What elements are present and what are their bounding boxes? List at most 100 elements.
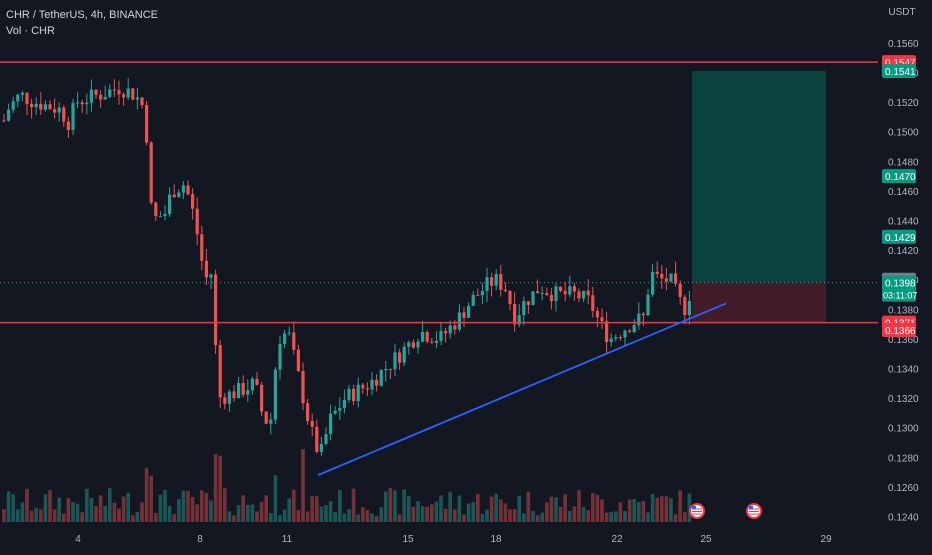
candle[interactable]	[85, 102, 89, 105]
candle[interactable]	[283, 333, 287, 345]
time-axis[interactable]	[0, 528, 878, 550]
candle[interactable]	[158, 216, 162, 218]
candle[interactable]	[687, 300, 691, 316]
candle[interactable]	[264, 411, 268, 424]
candle[interactable]	[310, 421, 314, 427]
candle[interactable]	[43, 104, 47, 110]
candle[interactable]	[287, 332, 291, 334]
candle[interactable]	[227, 391, 231, 404]
candle[interactable]	[582, 290, 586, 299]
candle[interactable]	[223, 397, 227, 404]
candle[interactable]	[526, 301, 530, 306]
candle[interactable]	[172, 194, 176, 198]
candle[interactable]	[614, 337, 618, 339]
candle[interactable]	[572, 286, 576, 292]
candle[interactable]	[494, 274, 498, 286]
candle[interactable]	[398, 352, 402, 363]
candle[interactable]	[618, 337, 622, 339]
candle[interactable]	[342, 399, 346, 409]
candle[interactable]	[273, 369, 277, 420]
candle[interactable]	[301, 371, 305, 404]
candle[interactable]	[30, 103, 34, 108]
candle[interactable]	[379, 370, 383, 386]
candle[interactable]	[375, 379, 379, 386]
candle[interactable]	[278, 344, 282, 370]
candle[interactable]	[421, 331, 425, 342]
candle[interactable]	[232, 391, 236, 399]
candle[interactable]	[678, 283, 682, 298]
candle[interactable]	[641, 313, 645, 316]
candle[interactable]	[145, 105, 149, 143]
candle[interactable]	[462, 312, 466, 318]
candle[interactable]	[411, 342, 415, 348]
candle[interactable]	[467, 305, 471, 318]
candle[interactable]	[545, 293, 549, 295]
candle[interactable]	[154, 202, 158, 217]
candle[interactable]	[329, 413, 333, 435]
profit-zone[interactable]	[692, 71, 826, 283]
candle[interactable]	[577, 291, 581, 299]
candle[interactable]	[62, 107, 66, 122]
candle[interactable]	[448, 325, 452, 334]
candle[interactable]	[664, 278, 668, 282]
candle[interactable]	[2, 120, 6, 122]
candle[interactable]	[568, 286, 572, 295]
candle[interactable]	[356, 384, 360, 402]
candle[interactable]	[559, 286, 563, 291]
loss-zone[interactable]	[692, 282, 826, 323]
candle[interactable]	[66, 121, 70, 130]
candle[interactable]	[522, 301, 526, 316]
candle[interactable]	[269, 419, 273, 424]
candle[interactable]	[402, 346, 406, 363]
candle[interactable]	[554, 286, 558, 302]
candle[interactable]	[444, 330, 448, 334]
candle[interactable]	[407, 342, 411, 347]
candle[interactable]	[674, 273, 678, 284]
candle[interactable]	[108, 89, 112, 97]
candle[interactable]	[434, 340, 438, 343]
candle[interactable]	[388, 368, 392, 370]
candle[interactable]	[250, 378, 254, 391]
candle[interactable]	[605, 321, 609, 343]
candle[interactable]	[563, 290, 567, 295]
candle[interactable]	[186, 185, 190, 195]
candle[interactable]	[476, 294, 480, 296]
candle[interactable]	[53, 109, 57, 113]
candle[interactable]	[89, 89, 93, 103]
candle[interactable]	[365, 388, 369, 390]
candle[interactable]	[214, 274, 218, 346]
candle[interactable]	[126, 88, 130, 98]
candle[interactable]	[471, 294, 475, 306]
candle[interactable]	[333, 410, 337, 414]
candle[interactable]	[600, 317, 604, 322]
candle[interactable]	[384, 368, 388, 371]
candle[interactable]	[246, 390, 250, 395]
candle[interactable]	[241, 383, 245, 395]
candle[interactable]	[204, 260, 208, 278]
candle[interactable]	[71, 102, 75, 130]
candle[interactable]	[503, 289, 507, 292]
candle[interactable]	[393, 352, 397, 370]
candle[interactable]	[324, 434, 328, 444]
candle[interactable]	[549, 294, 553, 302]
candle[interactable]	[296, 349, 300, 372]
candle[interactable]	[623, 330, 627, 338]
candle[interactable]	[131, 88, 135, 100]
trendline[interactable]	[317, 302, 727, 476]
candle[interactable]	[11, 101, 15, 110]
candle[interactable]	[531, 291, 535, 306]
candle[interactable]	[669, 273, 673, 282]
candle[interactable]	[76, 102, 80, 104]
candle[interactable]	[112, 89, 116, 91]
candle[interactable]	[209, 274, 213, 278]
candle[interactable]	[177, 192, 181, 198]
candle[interactable]	[191, 194, 195, 209]
candle[interactable]	[255, 378, 259, 385]
candle[interactable]	[338, 408, 342, 411]
candle[interactable]	[490, 277, 494, 286]
candle[interactable]	[140, 97, 144, 106]
candle[interactable]	[163, 213, 167, 217]
candle[interactable]	[416, 341, 420, 348]
candle[interactable]	[20, 92, 24, 95]
